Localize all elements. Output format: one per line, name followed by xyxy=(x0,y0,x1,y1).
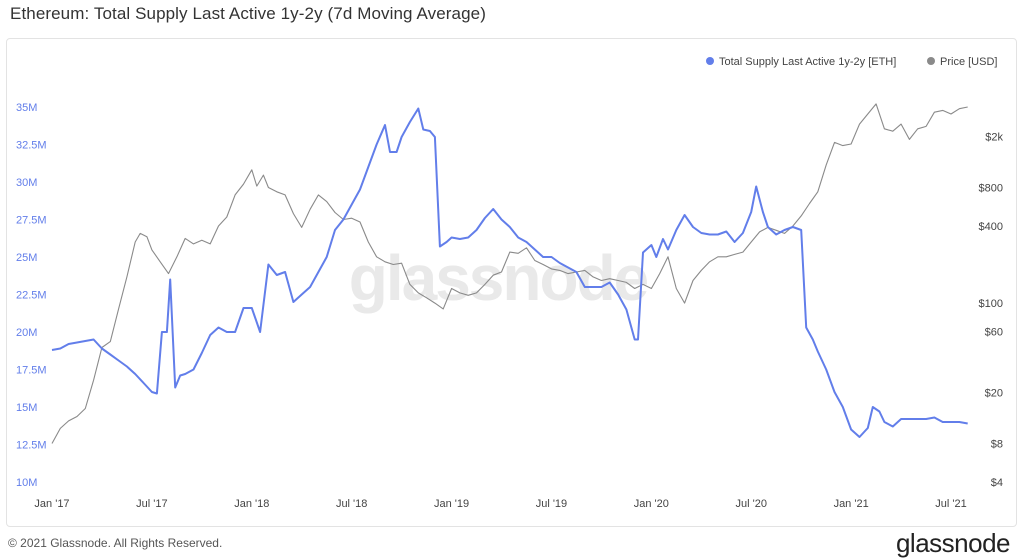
x-tick-label: Jan '18 xyxy=(234,498,269,510)
y-left-tick-label: 17.5M xyxy=(16,365,47,377)
x-tick-label: Jul '20 xyxy=(736,498,767,510)
y-right-tick-label: $2k xyxy=(985,132,1003,144)
y-left-tick-label: 25M xyxy=(16,252,37,264)
legend-swatch[interactable] xyxy=(706,57,714,65)
y-axis-left: 10M 12.5M 15M 17.5M 20M 22.5M 25M 27.5M 30M 32.5M… xyxy=(16,102,47,489)
x-tick-label: Jul '18 xyxy=(336,498,367,510)
series-layer[interactable] xyxy=(51,103,968,444)
y-right-tick-label: $20 xyxy=(985,388,1003,400)
y-left-tick-label: 10M xyxy=(16,477,37,489)
price-series-line[interactable] xyxy=(51,103,968,444)
supply-series-line[interactable] xyxy=(51,107,968,438)
x-tick-label: Jan '20 xyxy=(634,498,669,510)
brand-logo-text: glassnode xyxy=(895,528,1011,558)
x-tick-label: Jan '17 xyxy=(34,498,69,510)
chart-title: Ethereum: Total Supply Last Active 1y-2y… xyxy=(10,4,486,23)
x-tick-label: Jul '17 xyxy=(136,498,167,510)
y-left-tick-label: 12.5M xyxy=(16,440,47,452)
legend-swatch[interactable] xyxy=(927,57,935,65)
watermark-text: glassnode xyxy=(349,242,648,314)
y-left-tick-label: 27.5M xyxy=(16,215,47,227)
x-axis: Jan '17 Jul '17 Jan '18 Jul '18 Jan '19 Jul '… xyxy=(34,498,966,510)
y-left-tick-label: 30M xyxy=(16,177,37,189)
y-right-tick-label: $100 xyxy=(979,298,1003,310)
copyright-text: © 2021 Glassnode. All Rights Reserved. xyxy=(8,536,223,550)
plot-frame xyxy=(6,38,1017,527)
legend[interactable]: Total Supply Last Active 1y-2y [ETH] Pric… xyxy=(706,56,997,68)
legend-label[interactable]: Price [USD] xyxy=(940,56,997,68)
x-tick-label: Jan '19 xyxy=(434,498,469,510)
y-right-tick-label: $4 xyxy=(991,477,1003,489)
x-tick-label: Jul '21 xyxy=(935,498,966,510)
y-axis-right: $4 $8 $20 $60 $100 $400 $800 $2k xyxy=(979,132,1004,489)
y-left-tick-label: 22.5M xyxy=(16,290,47,302)
legend-label[interactable]: Total Supply Last Active 1y-2y [ETH] xyxy=(719,56,896,68)
y-left-tick-label: 32.5M xyxy=(16,140,47,152)
y-right-tick-label: $60 xyxy=(985,326,1003,338)
y-left-tick-label: 15M xyxy=(16,402,37,414)
y-right-tick-label: $400 xyxy=(979,221,1003,233)
y-right-tick-label: $8 xyxy=(991,438,1003,450)
y-right-tick-label: $800 xyxy=(979,182,1003,194)
y-left-tick-label: 20M xyxy=(16,327,37,339)
y-left-tick-label: 35M xyxy=(16,102,37,114)
x-tick-label: Jul '19 xyxy=(536,498,567,510)
x-tick-label: Jan '21 xyxy=(834,498,869,510)
